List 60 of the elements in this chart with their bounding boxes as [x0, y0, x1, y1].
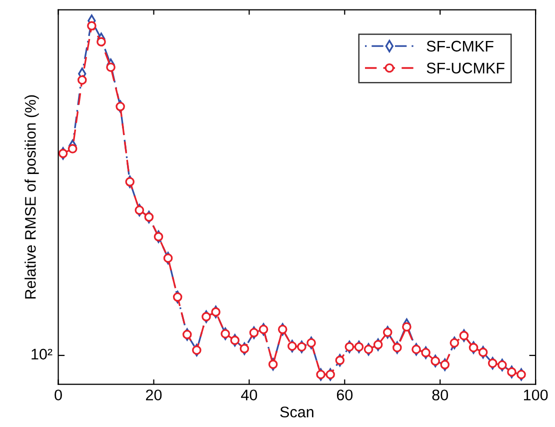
- point: [144, 212, 154, 222]
- point: [172, 292, 182, 302]
- point: [316, 370, 326, 380]
- point: [68, 144, 78, 154]
- point: [459, 330, 469, 340]
- point: [287, 341, 297, 351]
- point: [249, 328, 259, 338]
- point: [468, 342, 478, 352]
- legend-label: SF-UCMKF: [426, 62, 504, 74]
- point: [430, 356, 440, 366]
- point: [450, 338, 460, 348]
- y-axis-title: Relative RMSE of position (%): [24, 95, 39, 299]
- x-tick-label: 100: [524, 390, 548, 400]
- point: [354, 342, 364, 352]
- point: [116, 102, 125, 112]
- point: [278, 324, 288, 334]
- point: [412, 344, 421, 354]
- point: [364, 344, 374, 354]
- point: [392, 342, 402, 352]
- point: [478, 348, 488, 357]
- x-tick-label: 20: [146, 390, 162, 400]
- point: [326, 370, 335, 380]
- point: [297, 342, 306, 352]
- point: [96, 37, 106, 46]
- point: [507, 367, 516, 377]
- x-axis-title: Scan: [280, 406, 314, 418]
- point: [382, 328, 392, 337]
- x-tick-label: 80: [432, 390, 448, 400]
- point: [220, 329, 230, 338]
- point: [87, 21, 96, 30]
- x-tick-label: 0: [54, 390, 62, 400]
- point: [163, 253, 173, 263]
- point: [488, 358, 498, 368]
- x-tick-label: 60: [336, 390, 353, 400]
- point: [402, 322, 412, 332]
- point: [440, 360, 450, 370]
- point: [306, 338, 316, 348]
- point: [498, 360, 507, 370]
- point: [268, 360, 278, 369]
- point: [182, 330, 192, 340]
- point: [211, 307, 220, 317]
- point: [344, 342, 354, 352]
- legend-label: SF-CMKF: [426, 40, 494, 52]
- point: [258, 324, 268, 334]
- point: [516, 370, 526, 380]
- point: [58, 148, 68, 158]
- point: [230, 336, 240, 345]
- point: [192, 345, 202, 355]
- point: [421, 348, 430, 358]
- point: [125, 177, 135, 186]
- text: 10²: [32, 348, 52, 360]
- point: [134, 205, 144, 215]
- point: [202, 312, 211, 322]
- point: [373, 340, 383, 350]
- point: [335, 356, 345, 365]
- point: [154, 232, 164, 242]
- point: [77, 75, 87, 85]
- x-tick-label: 40: [241, 390, 258, 400]
- point: [240, 344, 250, 354]
- point: [106, 62, 116, 72]
